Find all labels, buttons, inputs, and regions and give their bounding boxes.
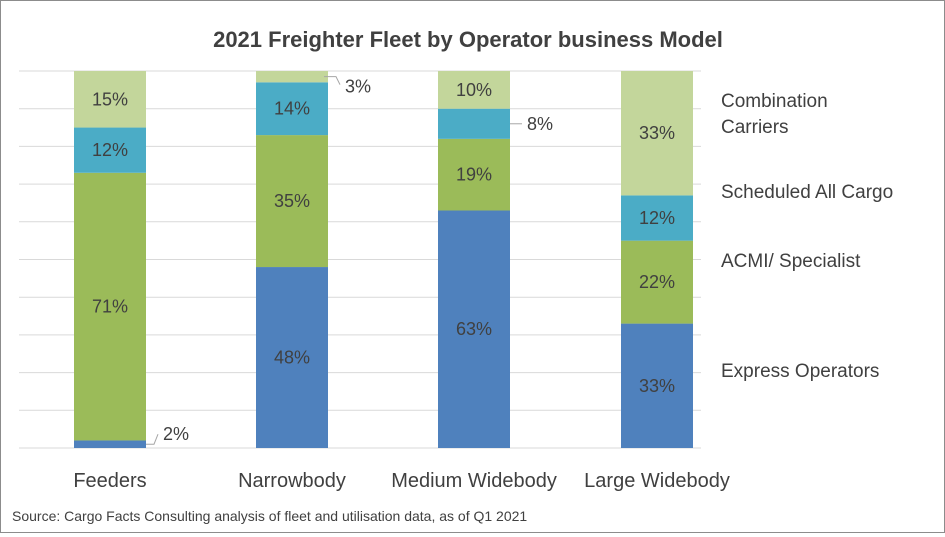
bars xyxy=(74,71,693,448)
data-label: 22% xyxy=(639,272,675,292)
category-label: Medium Widebody xyxy=(391,470,557,492)
leader-line xyxy=(324,76,341,85)
data-label: 10% xyxy=(456,80,492,100)
bar-segment xyxy=(74,440,146,448)
data-label: 8% xyxy=(527,114,553,134)
legend-label: ACMI/ Specialist xyxy=(721,251,861,272)
data-label: 33% xyxy=(639,376,675,396)
data-label: 2% xyxy=(163,424,189,444)
data-label: 14% xyxy=(274,99,310,119)
leader-line xyxy=(146,434,159,445)
bar-segment xyxy=(438,138,510,211)
legend: Express Operators ACMI/ Specialist Schedul… xyxy=(721,91,893,382)
bar-segment xyxy=(74,127,146,173)
bar-segment xyxy=(621,323,693,448)
category-labels: Feeders Narrowbody Medium Widebody Large Wi… xyxy=(73,470,730,492)
bar-segment xyxy=(74,172,146,441)
bar-segment xyxy=(256,267,328,448)
legend-label: Combination xyxy=(721,91,828,112)
data-label: 19% xyxy=(456,165,492,185)
data-label: 35% xyxy=(274,191,310,211)
bar-segment xyxy=(438,71,510,109)
data-label: 63% xyxy=(456,319,492,339)
data-label: 48% xyxy=(274,348,310,368)
source-note: Source: Cargo Facts Consulting analysis … xyxy=(12,508,527,524)
data-label: 71% xyxy=(92,297,128,317)
data-label: 12% xyxy=(639,208,675,228)
data-label: 33% xyxy=(639,123,675,143)
data-label: 12% xyxy=(92,140,128,160)
bar-segment xyxy=(256,135,328,268)
bar-segment xyxy=(256,82,328,136)
legend-label: Carriers xyxy=(721,117,789,138)
bar-segment xyxy=(621,240,693,324)
category-label: Feeders xyxy=(73,470,146,492)
chart-title: 2021 Freighter Fleet by Operator busines… xyxy=(213,27,723,52)
bar-segment xyxy=(438,108,510,139)
bar-segment xyxy=(621,195,693,241)
bar-segment xyxy=(256,71,328,83)
data-label: 15% xyxy=(92,89,128,109)
legend-label: Scheduled All Cargo xyxy=(721,182,893,203)
bar-segment xyxy=(621,71,693,196)
data-label: 3% xyxy=(345,77,371,97)
category-label: Large Widebody xyxy=(584,470,730,492)
category-label: Narrowbody xyxy=(238,470,346,492)
data-labels: 2% 71% 12% 15% 48% 35% 14% 3% 63% 19% 8% 10% 33% 22% 1… xyxy=(92,76,675,445)
bar-segment xyxy=(438,210,510,448)
legend-label: Express Operators xyxy=(721,361,879,382)
bar-segment xyxy=(74,71,146,128)
